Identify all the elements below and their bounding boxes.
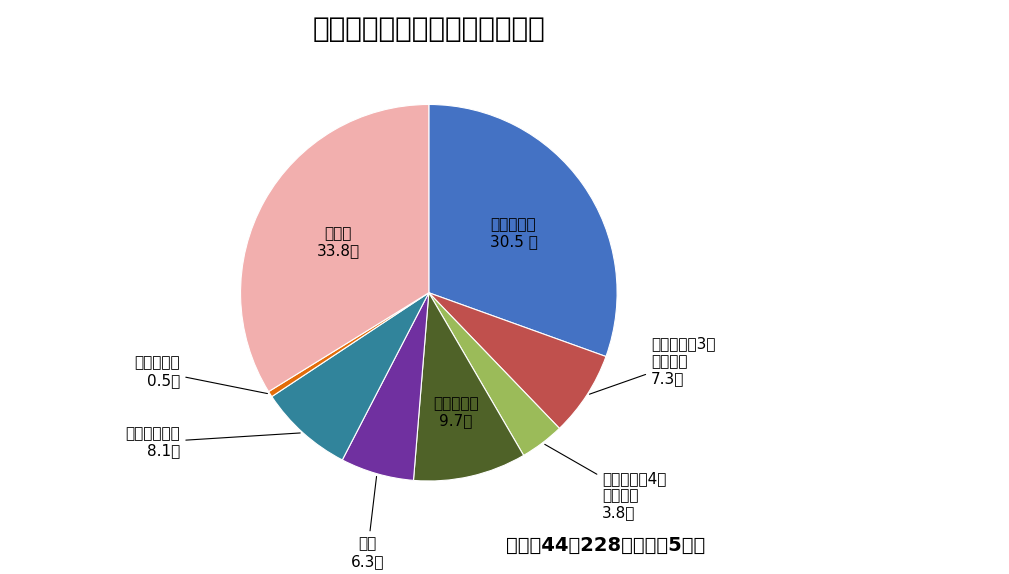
Text: 生活環境営業
8.1％: 生活環境営業 8.1％ [125,426,301,459]
Wedge shape [268,293,429,397]
Wedge shape [342,293,429,480]
Wedge shape [429,293,606,428]
Text: 共同住宅（3階
建以下）
7.3％: 共同住宅（3階 建以下） 7.3％ [589,336,715,394]
Wedge shape [429,293,559,455]
Text: その他
33.8％: その他 33.8％ [317,226,360,258]
Wedge shape [240,104,429,391]
Text: 金融機関等
0.5％: 金融機関等 0.5％ [134,355,267,394]
Wedge shape [271,293,429,460]
Wedge shape [414,293,524,481]
Title: 侵入窃盗の発生場所別認知件数: 侵入窃盗の発生場所別認知件数 [313,14,545,42]
Text: 一般事務所
9.7％: 一般事務所 9.7％ [433,396,478,428]
Text: 商店
6.3％: 商店 6.3％ [351,476,384,569]
Text: 一戸建住宅
30.5 ％: 一戸建住宅 30.5 ％ [489,217,538,249]
Wedge shape [429,104,618,356]
Text: 総数　44，228件（令和5年）: 総数 44，228件（令和5年） [506,536,705,555]
Text: 共同住宅（4階
建以上）
3.8％: 共同住宅（4階 建以上） 3.8％ [545,444,666,521]
